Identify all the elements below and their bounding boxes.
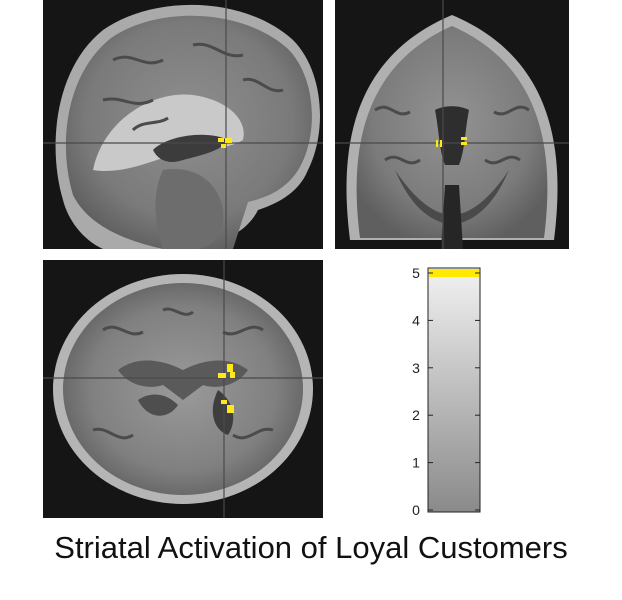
intensity-colorbar: 5 4 3 2 1 0 — [390, 262, 520, 518]
colorbar-top-band — [429, 269, 479, 277]
axial-brain-slice — [43, 260, 323, 518]
sagittal-brain-slice — [43, 0, 323, 249]
colorbar-tick-label: 3 — [412, 360, 420, 376]
colorbar-tick-label: 4 — [412, 312, 420, 328]
colorbar-tick-label: 1 — [412, 455, 420, 471]
figure-caption: Striatal Activation of Loyal Customers — [54, 530, 568, 565]
coronal-brain-slice — [335, 0, 569, 249]
colorbar-gradient — [427, 267, 481, 513]
colorbar-tick-label: 5 — [412, 265, 420, 281]
colorbar-tick-label: 2 — [412, 407, 420, 423]
colorbar-tick-label: 0 — [412, 502, 420, 517]
